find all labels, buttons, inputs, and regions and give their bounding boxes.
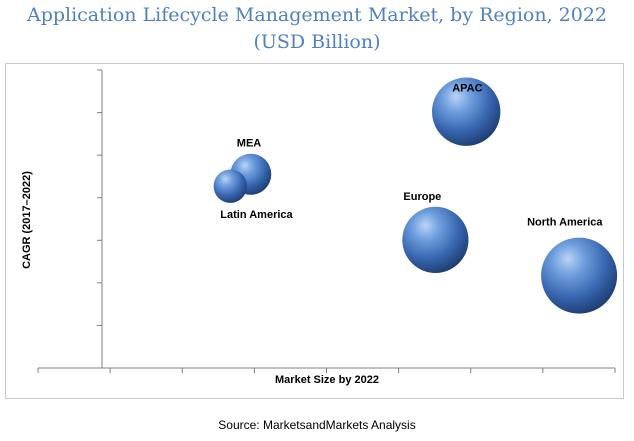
chart-title: Application Lifecycle Management Market,…: [26, 4, 608, 53]
bubble-label-latin-america: Latin America: [220, 209, 293, 221]
bubble-latin-america: [213, 169, 247, 203]
bubble-label-mea: MEA: [237, 137, 261, 149]
source-note: Source: MarketsandMarkets Analysis: [218, 418, 416, 432]
bubble-labels: APAC MEA Latin America Europe North America: [220, 83, 603, 229]
y-axis-label: CAGR (2017–2022): [21, 171, 33, 269]
bubbles: [213, 77, 618, 314]
bubble-label-europe: Europe: [403, 191, 441, 203]
bubble-europe: [402, 206, 469, 273]
bubble-label-north-america: North America: [527, 217, 603, 229]
x-axis-label: Market Size by 2022: [275, 374, 379, 386]
bubble-label-apac: APAC: [452, 83, 482, 95]
bubble-apac: [432, 77, 501, 146]
bubble-north-america: [541, 237, 618, 314]
axes: [37, 69, 616, 373]
chart-area: [5, 63, 624, 399]
